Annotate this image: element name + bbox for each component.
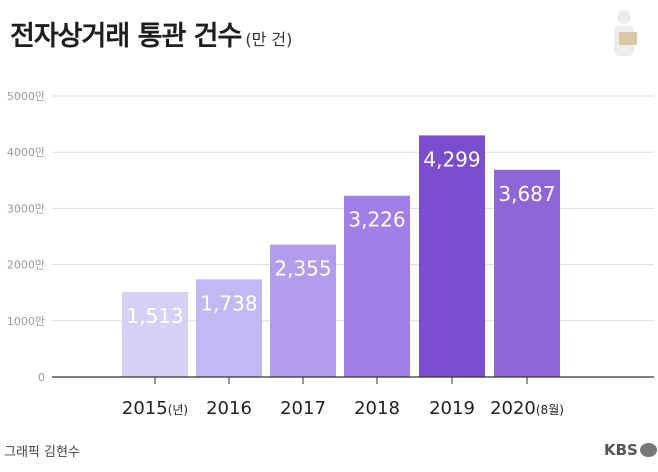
- x-tick-suffix: (8월): [536, 403, 564, 417]
- delivery-person-icon: [614, 10, 637, 56]
- bar-value-label: 3,226: [348, 208, 405, 232]
- graphic-credit: 그래픽 김현수: [4, 445, 80, 460]
- bar-value-label: 3,687: [498, 182, 555, 206]
- title-unit: (만 건): [245, 30, 293, 49]
- chart-title: 전자상거래 통관 건수 (만 건): [10, 14, 292, 53]
- bar: [419, 135, 485, 377]
- x-tick-label: 2016: [206, 398, 252, 419]
- bar: [270, 244, 336, 377]
- y-tick-label: 3000만: [7, 202, 45, 215]
- bar: [494, 169, 560, 377]
- logo-text: KBS: [604, 441, 638, 459]
- bar: [196, 279, 262, 377]
- x-tick-year: 2017: [280, 398, 326, 419]
- x-tick-label: 2017: [280, 398, 326, 419]
- bar-value-label: 1,513: [126, 304, 183, 328]
- x-tick-label: 2019: [429, 398, 475, 419]
- y-tick-label: 5000만: [7, 90, 45, 103]
- x-tick-label: 2015(년): [122, 398, 188, 419]
- y-tick-label: 1000만: [7, 315, 45, 328]
- bar-value-label: 2,355: [274, 257, 331, 281]
- title-text: 전자상거래 통관 건수: [10, 21, 242, 52]
- x-tick-year: 2020: [490, 398, 536, 419]
- x-tick-label: 2020(8월): [490, 398, 564, 419]
- x-tick-label: 2018: [354, 398, 400, 419]
- bar: [122, 291, 188, 377]
- kbs-logo: KBS: [604, 441, 657, 459]
- bar-value-label: 1,738: [200, 291, 257, 315]
- y-tick-label: 4000만: [7, 146, 45, 159]
- x-tick-year: 2015: [122, 398, 168, 419]
- logo-mark-icon: [639, 443, 657, 457]
- x-tick-year: 2016: [206, 398, 252, 419]
- x-tick-year: 2018: [354, 398, 400, 419]
- x-tick-year: 2019: [429, 398, 475, 419]
- bar-value-label: 4,299: [423, 147, 480, 171]
- y-tick-label: 0: [38, 371, 45, 384]
- bar: [344, 195, 410, 377]
- x-tick-suffix: (년): [168, 403, 188, 417]
- y-tick-label: 2000만: [7, 259, 45, 272]
